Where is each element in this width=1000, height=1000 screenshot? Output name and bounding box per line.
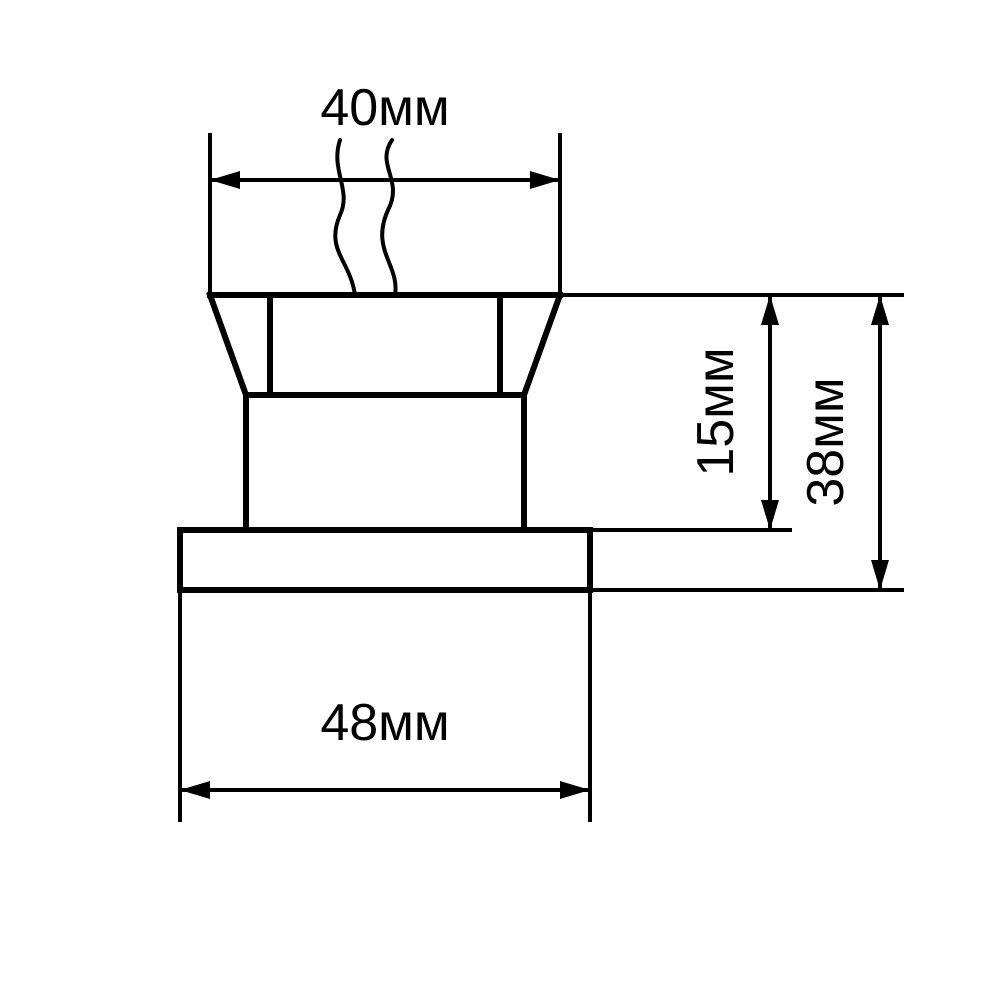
upper-body [270, 295, 500, 395]
dim-38-label: 38мм [797, 377, 855, 506]
arrowhead [761, 295, 779, 325]
spring-left [210, 295, 246, 395]
spring-right [524, 295, 560, 395]
arrowhead [761, 500, 779, 530]
flange [180, 530, 590, 590]
arrowhead [871, 560, 889, 590]
wire-right [382, 140, 395, 295]
arrowhead [871, 295, 889, 325]
dim-40-label: 40мм [320, 79, 449, 137]
wire-left [335, 140, 355, 295]
dimension-drawing: 40мм 48мм 15мм 38мм [0, 0, 1000, 1000]
lower-body [246, 395, 524, 530]
dim-48-label: 48мм [320, 694, 449, 752]
dim-15-label: 15мм [687, 347, 745, 476]
arrowhead [210, 171, 240, 189]
arrowhead [180, 781, 210, 799]
arrowhead [530, 171, 560, 189]
arrowhead [560, 781, 590, 799]
